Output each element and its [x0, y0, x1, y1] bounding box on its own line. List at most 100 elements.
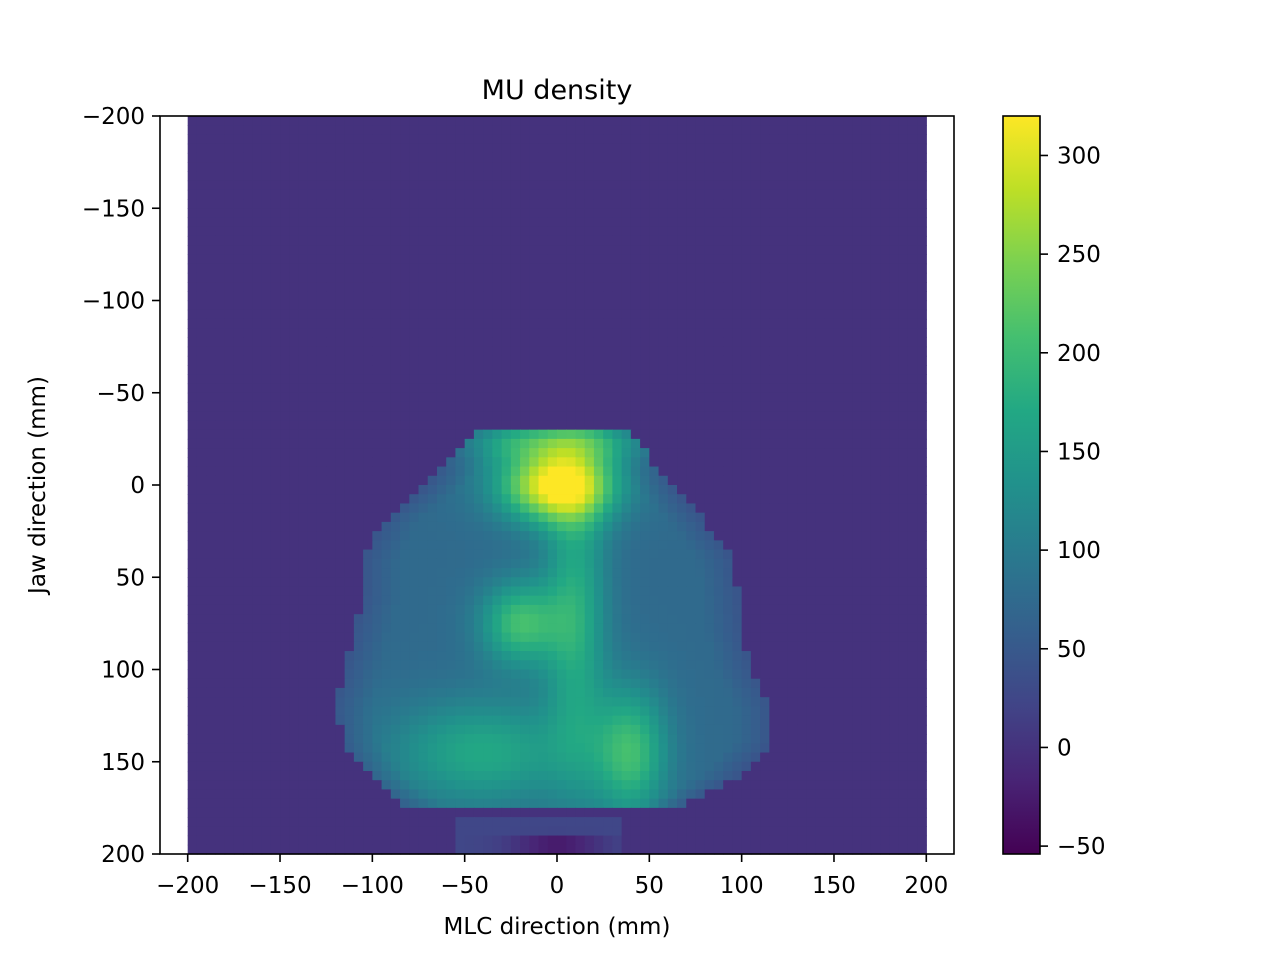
heatmap-cell: [575, 438, 586, 449]
heatmap-cell: [612, 641, 623, 652]
heatmap-cell: [677, 152, 687, 163]
heatmap-cell: [612, 318, 623, 329]
heatmap-cell: [787, 651, 798, 661]
heatmap-cell: [640, 503, 650, 514]
heatmap-cell: [750, 328, 761, 338]
heatmap-cell: [649, 604, 660, 615]
heatmap-cell: [815, 282, 826, 292]
heatmap-cell: [723, 365, 734, 375]
heatmap-cell: [833, 448, 844, 458]
heatmap-cell: [446, 586, 457, 597]
heatmap-cell: [861, 457, 872, 468]
heatmap-cell: [280, 651, 290, 661]
heatmap-cell: [344, 152, 355, 163]
heatmap-cell: [797, 309, 807, 320]
heatmap-cell: [630, 116, 641, 126]
heatmap-cell: [806, 318, 817, 329]
heatmap-cell: [206, 420, 216, 431]
heatmap-cell: [621, 429, 632, 440]
heatmap-cell: [686, 328, 697, 338]
heatmap-cell: [261, 383, 272, 394]
heatmap-cell: [603, 152, 613, 163]
heatmap-cell: [593, 180, 604, 191]
heatmap-cell: [880, 199, 890, 209]
heatmap-cell: [501, 531, 512, 541]
heatmap-cell: [593, 651, 604, 661]
heatmap-cell: [206, 217, 216, 228]
heatmap-cell: [381, 365, 392, 375]
heatmap-cell: [649, 641, 660, 652]
heatmap-cell: [907, 651, 918, 661]
heatmap-cell: [769, 199, 780, 209]
heatmap-cell: [695, 235, 706, 246]
heatmap-cell: [436, 485, 447, 495]
heatmap-cell: [917, 245, 927, 255]
heatmap-cell: [409, 171, 420, 182]
heatmap-cell: [529, 568, 540, 578]
heatmap-cell: [833, 512, 844, 523]
heatmap-cell: [335, 651, 346, 661]
heatmap-cell: [427, 199, 438, 209]
heatmap-cell: [778, 494, 789, 505]
heatmap-cell: [658, 282, 669, 292]
heatmap-cell: [270, 651, 281, 661]
heatmap-cell: [400, 116, 410, 126]
heatmap-cell: [436, 540, 447, 551]
heatmap-cell: [335, 466, 346, 477]
heatmap-cell: [843, 235, 854, 246]
heatmap-cell: [344, 595, 355, 606]
heatmap-cell: [196, 503, 207, 514]
heatmap-cell: [907, 134, 918, 145]
heatmap-cell: [206, 678, 216, 689]
heatmap-cell: [695, 678, 706, 689]
heatmap-cell: [436, 254, 447, 265]
heatmap-cell: [464, 503, 475, 514]
heatmap-cell: [658, 346, 669, 357]
heatmap-cell: [658, 235, 669, 246]
heatmap-cell: [843, 512, 854, 523]
heatmap-cell: [824, 337, 835, 348]
heatmap-cell: [760, 521, 770, 532]
heatmap-cell: [750, 438, 761, 449]
heatmap-cell: [307, 549, 318, 560]
heatmap-cell: [889, 254, 900, 265]
heatmap-cell: [501, 485, 512, 495]
heatmap-cell: [843, 300, 854, 311]
heatmap-cell: [326, 531, 337, 541]
heatmap-cell: [187, 152, 198, 163]
heatmap-cell: [353, 466, 364, 477]
heatmap-cell: [584, 651, 595, 661]
heatmap-cell: [713, 604, 724, 615]
heatmap-cell: [224, 125, 235, 136]
heatmap-cell: [852, 328, 863, 338]
heatmap-cell: [593, 134, 604, 145]
heatmap-cell: [427, 485, 438, 495]
heatmap-cell: [280, 687, 290, 698]
heatmap-cell: [520, 558, 530, 569]
heatmap-cell: [898, 457, 909, 468]
heatmap-cell: [621, 374, 632, 385]
heatmap-cell: [741, 162, 752, 172]
heatmap-cell: [741, 614, 752, 624]
heatmap-cell: [547, 549, 558, 560]
heatmap-cell: [187, 623, 198, 634]
heatmap-cell: [520, 217, 530, 228]
heatmap-cell: [750, 171, 761, 182]
heatmap-cell: [252, 346, 263, 357]
heatmap-cell: [741, 152, 752, 163]
heatmap-cell: [390, 420, 401, 431]
heatmap-cell: [787, 485, 798, 495]
heatmap-cell: [640, 660, 650, 671]
heatmap-cell: [196, 235, 207, 246]
heatmap-cell: [704, 318, 715, 329]
heatmap-cell: [649, 466, 660, 477]
heatmap-cell: [575, 309, 586, 320]
heatmap-cell: [833, 300, 844, 311]
heatmap-cell: [584, 604, 595, 615]
heatmap-cell: [584, 568, 595, 578]
heatmap-cell: [898, 328, 909, 338]
heatmap-cell: [612, 162, 623, 172]
heatmap-cell: [667, 217, 678, 228]
heatmap-cell: [196, 521, 207, 532]
heatmap-cell: [316, 641, 327, 652]
